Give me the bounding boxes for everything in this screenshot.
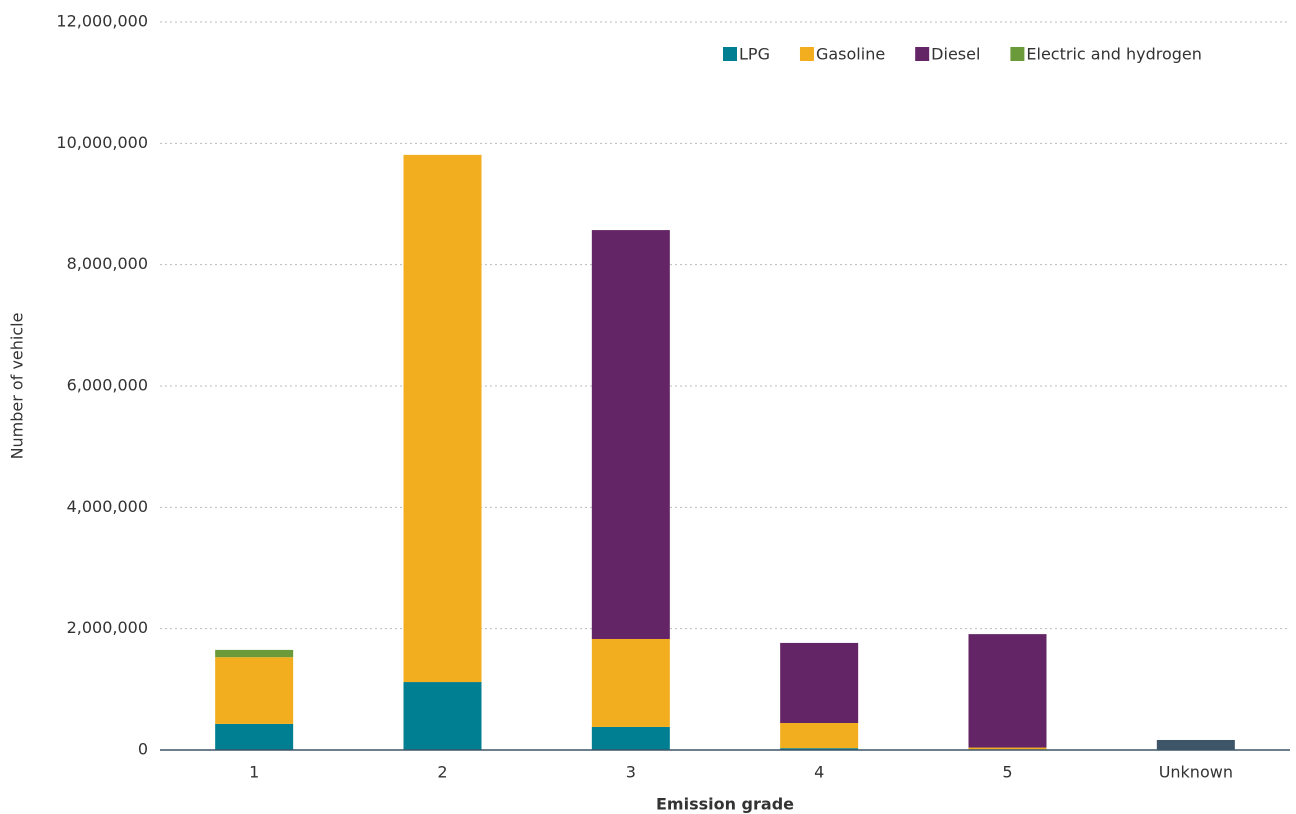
bar-segment	[1156, 739, 1235, 750]
legend-label: LPG	[739, 45, 770, 64]
x-axis-title: Emission grade	[656, 795, 794, 814]
bar-segment	[403, 682, 482, 750]
legend-label: Diesel	[931, 45, 980, 64]
bar-segment	[591, 230, 670, 639]
y-tick-label: 8,000,000	[67, 254, 148, 273]
x-tick-label: 2	[437, 763, 447, 782]
bar-segment	[591, 726, 670, 750]
legend-swatch	[799, 47, 814, 61]
x-tick-label: 1	[249, 763, 259, 782]
bar-segment	[215, 723, 294, 750]
y-axis-title: Number of vehicle	[8, 313, 27, 460]
legend-swatch	[1010, 47, 1025, 61]
y-tick-label: 12,000,000	[56, 12, 148, 31]
y-tick-label: 6,000,000	[67, 376, 148, 395]
x-tick-label: 5	[1002, 763, 1012, 782]
y-tick-label: 4,000,000	[67, 497, 148, 516]
y-tick-label: 2,000,000	[67, 618, 148, 637]
legend-label: Electric and hydrogen	[1026, 45, 1201, 64]
x-tick-label: 3	[626, 763, 636, 782]
bar-segment	[403, 154, 482, 683]
y-tick-label: 0	[138, 740, 148, 759]
bar-segment	[591, 638, 670, 727]
x-tick-label: 4	[814, 763, 824, 782]
bar-segment	[215, 649, 294, 658]
bar-segment	[780, 748, 859, 750]
bar-segment	[780, 723, 859, 749]
y-tick-label: 10,000,000	[56, 133, 148, 152]
legend-swatch	[723, 47, 737, 61]
bar-segment	[968, 634, 1047, 748]
bar-segment	[968, 747, 1047, 750]
bar-segment	[780, 642, 859, 724]
x-tick-label: Unknown	[1159, 763, 1233, 782]
legend-label: Gasoline	[816, 45, 885, 64]
legend-swatch	[915, 47, 930, 61]
bar-segment	[215, 657, 294, 724]
